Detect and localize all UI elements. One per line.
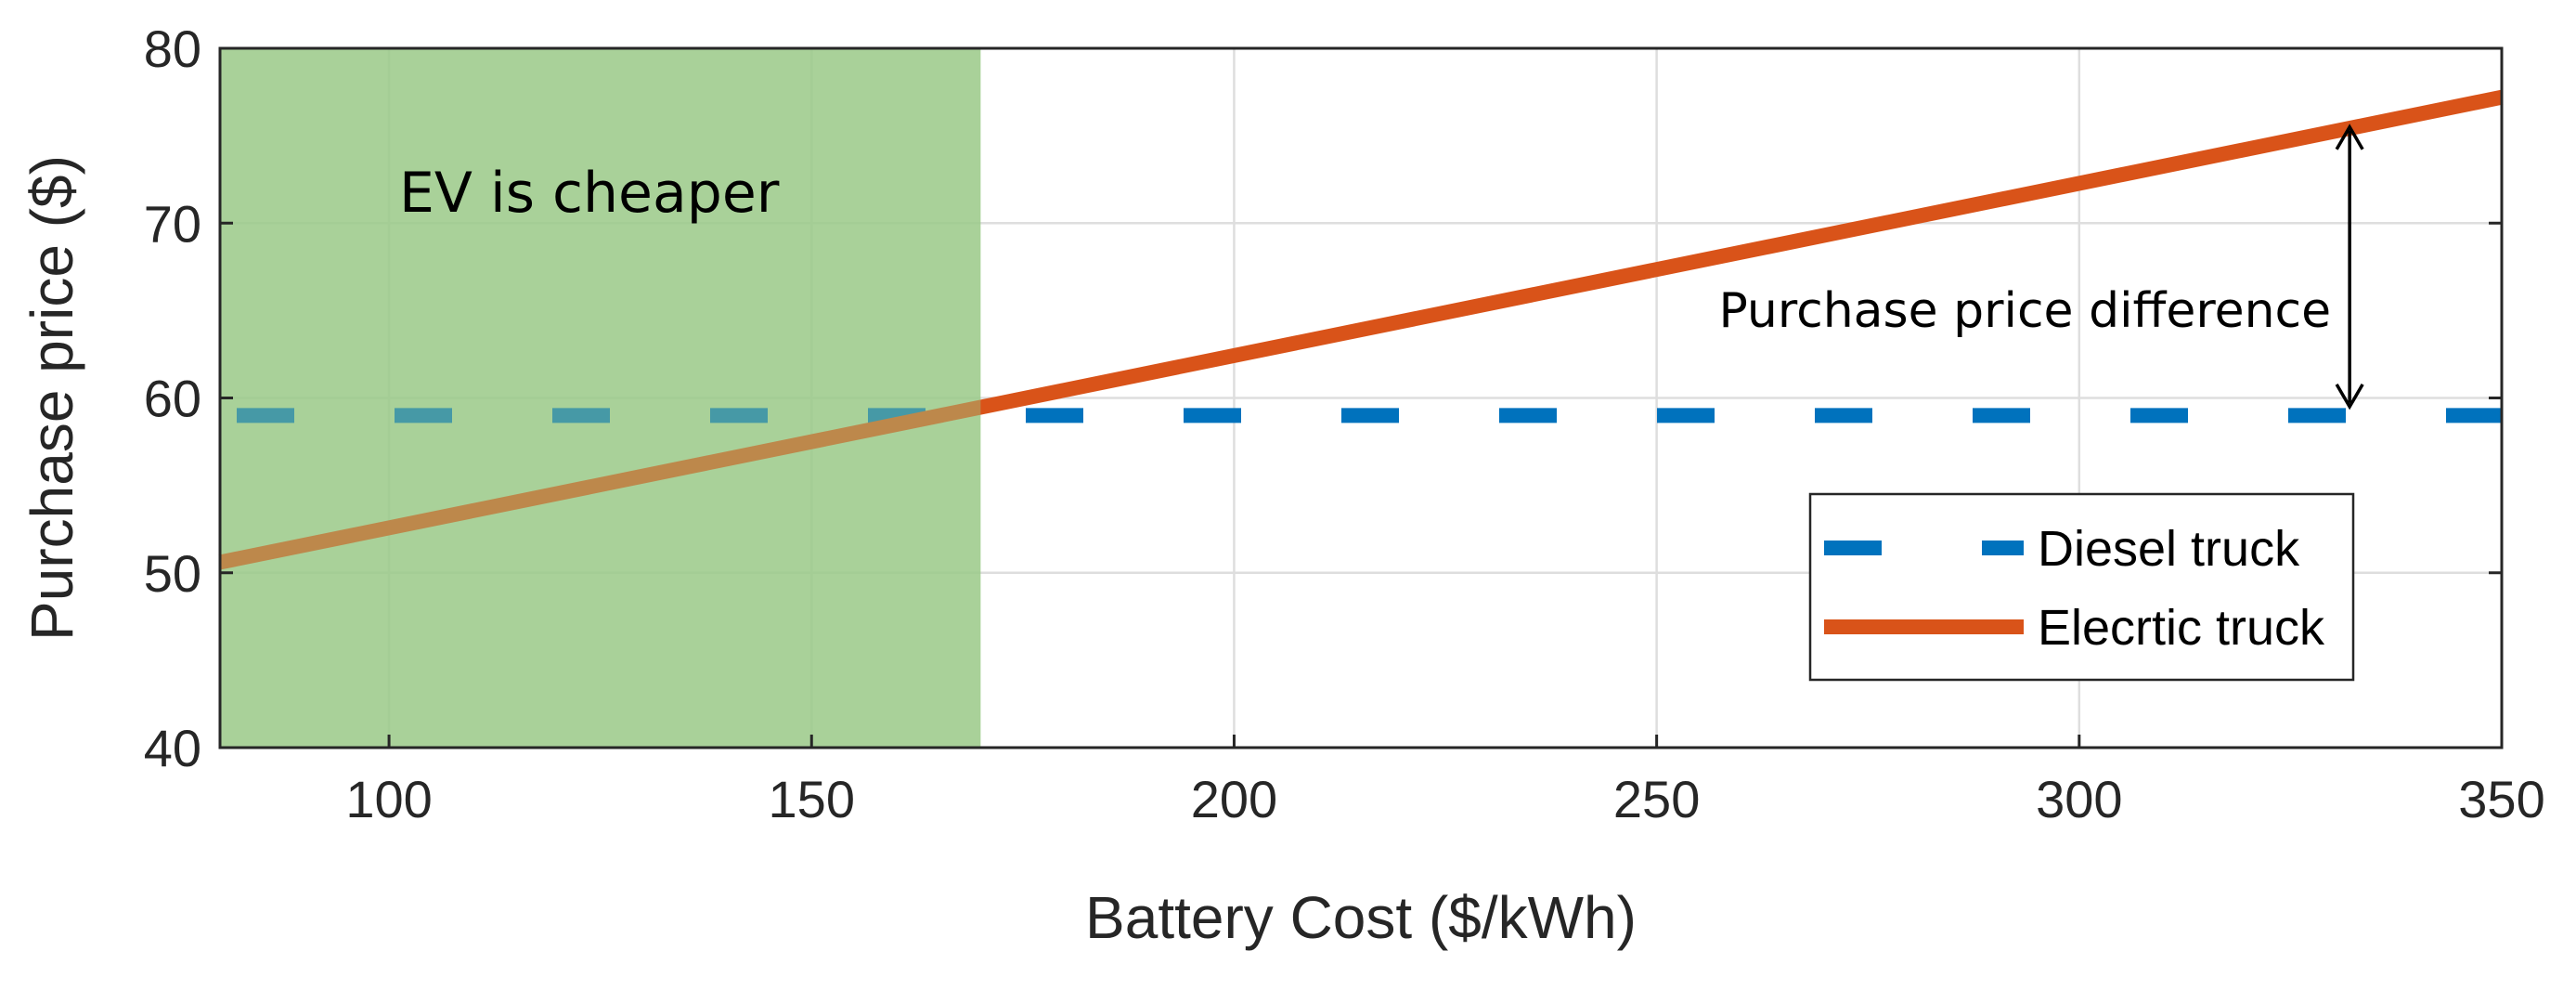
region-label: EV is cheaper bbox=[399, 161, 780, 226]
y-tick-label: 80 bbox=[144, 20, 201, 78]
shaded-region-overlay bbox=[220, 48, 981, 748]
x-tick-label: 300 bbox=[2036, 770, 2122, 828]
y-tick-label: 50 bbox=[144, 544, 201, 603]
x-tick-label: 150 bbox=[769, 770, 855, 828]
legend-label-diesel: Diesel truck bbox=[2038, 521, 2300, 577]
x-tick-label: 350 bbox=[2458, 770, 2544, 828]
annotation-text: Purchase price difference bbox=[1718, 283, 2331, 339]
annotation-arrow-head-down bbox=[2335, 384, 2364, 410]
x-tick-label: 200 bbox=[1191, 770, 1277, 828]
x-tick-label: 100 bbox=[345, 770, 432, 828]
x-tick-label: 250 bbox=[1613, 770, 1700, 828]
series-line-electric bbox=[218, 89, 2504, 570]
y-tick-label: 40 bbox=[144, 719, 201, 777]
y-tick-label: 60 bbox=[144, 370, 201, 428]
legend: Diesel truck Elecrtic truck bbox=[1808, 492, 2355, 682]
y-axis-title: Purchase price ($) bbox=[19, 155, 85, 641]
shaded-region bbox=[220, 48, 981, 748]
legend-box bbox=[1808, 492, 2355, 682]
x-axis-title: Battery Cost ($/kWh) bbox=[1085, 884, 1637, 951]
y-tick-label: 70 bbox=[144, 194, 201, 253]
annotation-arrow-head-up bbox=[2335, 124, 2364, 150]
legend-label-electric: Elecrtic truck bbox=[2038, 600, 2325, 656]
annotation-arrow bbox=[2335, 124, 2364, 410]
